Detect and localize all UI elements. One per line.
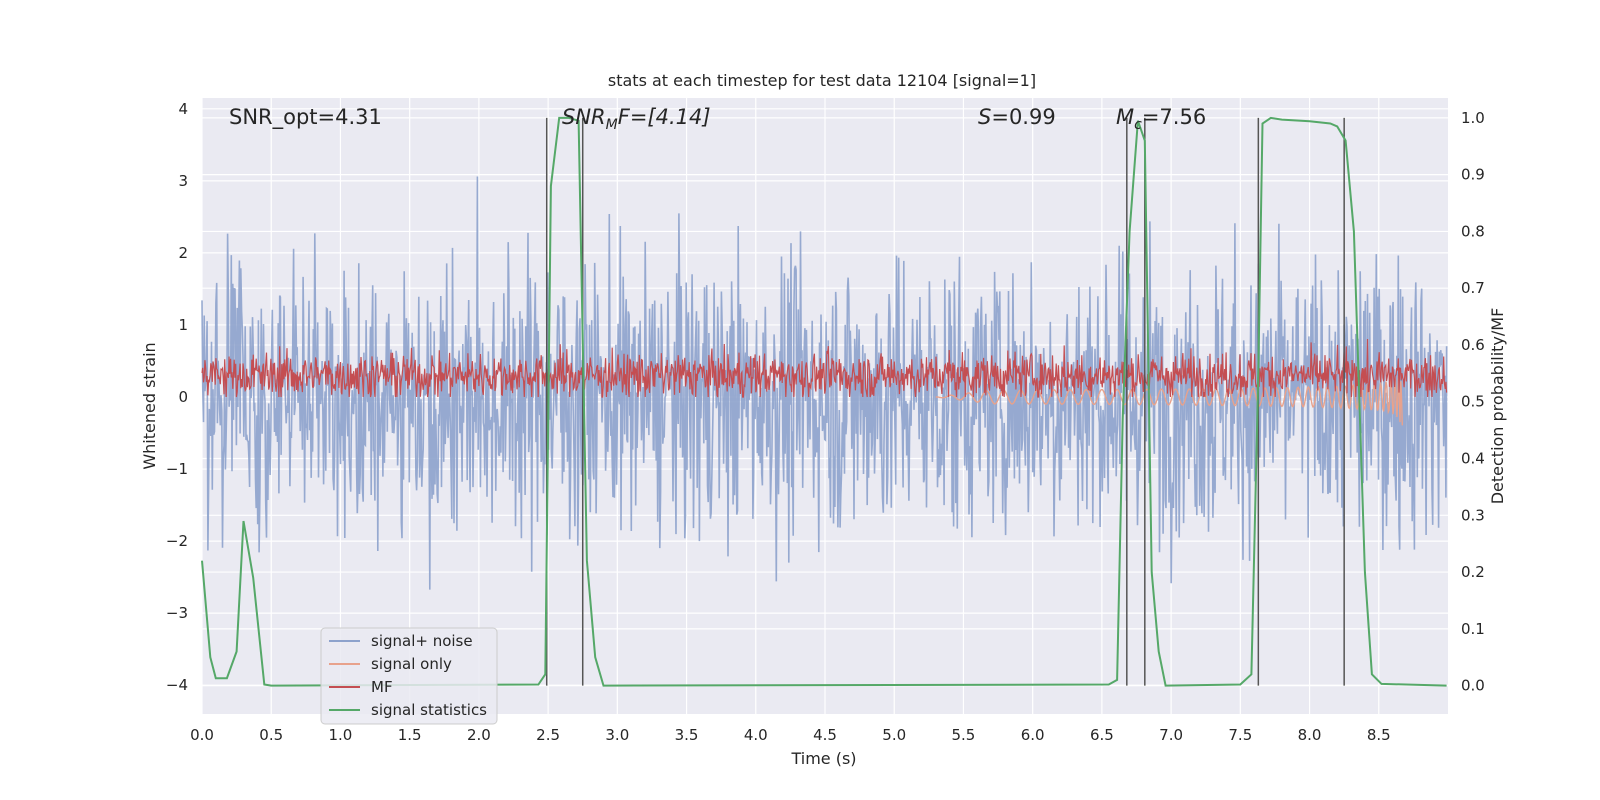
right-y-tick-label: 0.5 [1461,393,1485,411]
x-tick-label: 7.5 [1228,726,1252,744]
right-y-tick-label: 0.3 [1461,506,1485,524]
x-tick-label: 8.0 [1298,726,1322,744]
right-y-tick-label: 0.0 [1461,677,1485,695]
x-tick-label: 7.0 [1159,726,1183,744]
signal-only-line [935,375,1403,426]
s-annotation: S=0.99 [978,105,1056,129]
mc-annotation: Mc=7.56 [1116,105,1206,133]
snr-mf-rest: F=[4.14] [618,105,711,129]
right-y-tick-label: 0.4 [1461,450,1485,468]
left-y-tick-labels: 4 3 2 1 0 −1 −2 −3 −4 [166,100,188,694]
x-tick-label: 8.5 [1367,726,1391,744]
x-tick-label: 2.5 [536,726,560,744]
legend-label-mf: MF [371,678,393,696]
legend-label-signal-noise: signal+ noise [371,632,473,650]
left-y-tick-label: 0 [178,388,188,406]
right-y-tick-label: 0.2 [1461,563,1485,581]
signal-noise-line [201,176,1448,590]
left-y-tick-label: 4 [178,100,188,118]
signal-statistics-series [201,116,1447,687]
left-y-tick-label: 1 [178,316,188,334]
left-y-tick-label: 2 [178,244,188,262]
x-tick-label: 3.0 [605,726,629,744]
mc-rest: =7.56 [1142,105,1206,129]
mc-var: M [1116,105,1134,129]
left-y-axis-label: Whitened strain [140,342,159,469]
left-y-tick-label: 3 [178,172,188,190]
x-tick-label: 6.0 [1021,726,1045,744]
signal-only-series [935,375,1403,426]
left-y-tick-label: −4 [166,676,188,694]
snr-mf-var: SNR [562,105,606,129]
chart-title: stats at each timestep for test data 121… [608,71,1036,90]
x-tick-label: 5.0 [882,726,906,744]
x-tick-label: 1.0 [329,726,353,744]
right-y-axis-label: Detection probability/MF [1488,308,1507,505]
right-y-tick-label: 0.6 [1461,336,1485,354]
left-y-tick-label: −2 [166,532,188,550]
left-y-tick-label: −1 [166,460,188,478]
legend: signal+ noise signal only MF signal stat… [320,627,498,725]
mf-series [201,338,1448,398]
x-tick-labels: 0.0 0.5 1.0 1.5 2.0 2.5 3.0 3.5 4.0 4.5 5.0 5.5 6.0 6… [190,726,1391,744]
x-tick-label: 2.0 [467,726,491,744]
x-tick-label: 5.5 [952,726,976,744]
x-tick-label: 1.5 [398,726,422,744]
left-y-tick-label: −3 [166,604,188,622]
snr-mf-annotation: SNRMF=[4.14] [562,105,711,133]
right-y-tick-label: 0.9 [1461,166,1485,184]
x-tick-label: 4.0 [744,726,768,744]
right-y-tick-labels: 1.0 0.9 0.8 0.7 0.6 0.5 0.4 0.3 0.2 0.1 0.0 [1461,109,1485,695]
x-tick-label: 4.5 [813,726,837,744]
legend-box [320,627,498,725]
x-tick-label: 0.5 [259,726,283,744]
s-rest: =0.99 [991,105,1055,129]
right-y-tick-label: 1.0 [1461,109,1485,127]
x-axis-label: Time (s) [790,749,856,768]
signal-noise-series [201,176,1448,590]
x-tick-label: 3.5 [675,726,699,744]
right-y-tick-label: 0.8 [1461,222,1485,240]
legend-label-signal-statistics: signal statistics [371,701,487,719]
signal-statistics-line [201,116,1447,687]
x-tick-label: 6.5 [1090,726,1114,744]
x-tick-label: 0.0 [190,726,214,744]
right-y-tick-label: 0.7 [1461,279,1485,297]
right-y-tick-label: 0.1 [1461,620,1485,638]
snr-mf-sub: M [606,117,618,133]
legend-label-signal-only: signal only [371,655,452,673]
mc-sub: c [1134,117,1142,133]
s-var: S [978,105,991,129]
mf-line [201,338,1448,398]
snr-opt-annotation: SNR_opt=4.31 [229,105,382,130]
